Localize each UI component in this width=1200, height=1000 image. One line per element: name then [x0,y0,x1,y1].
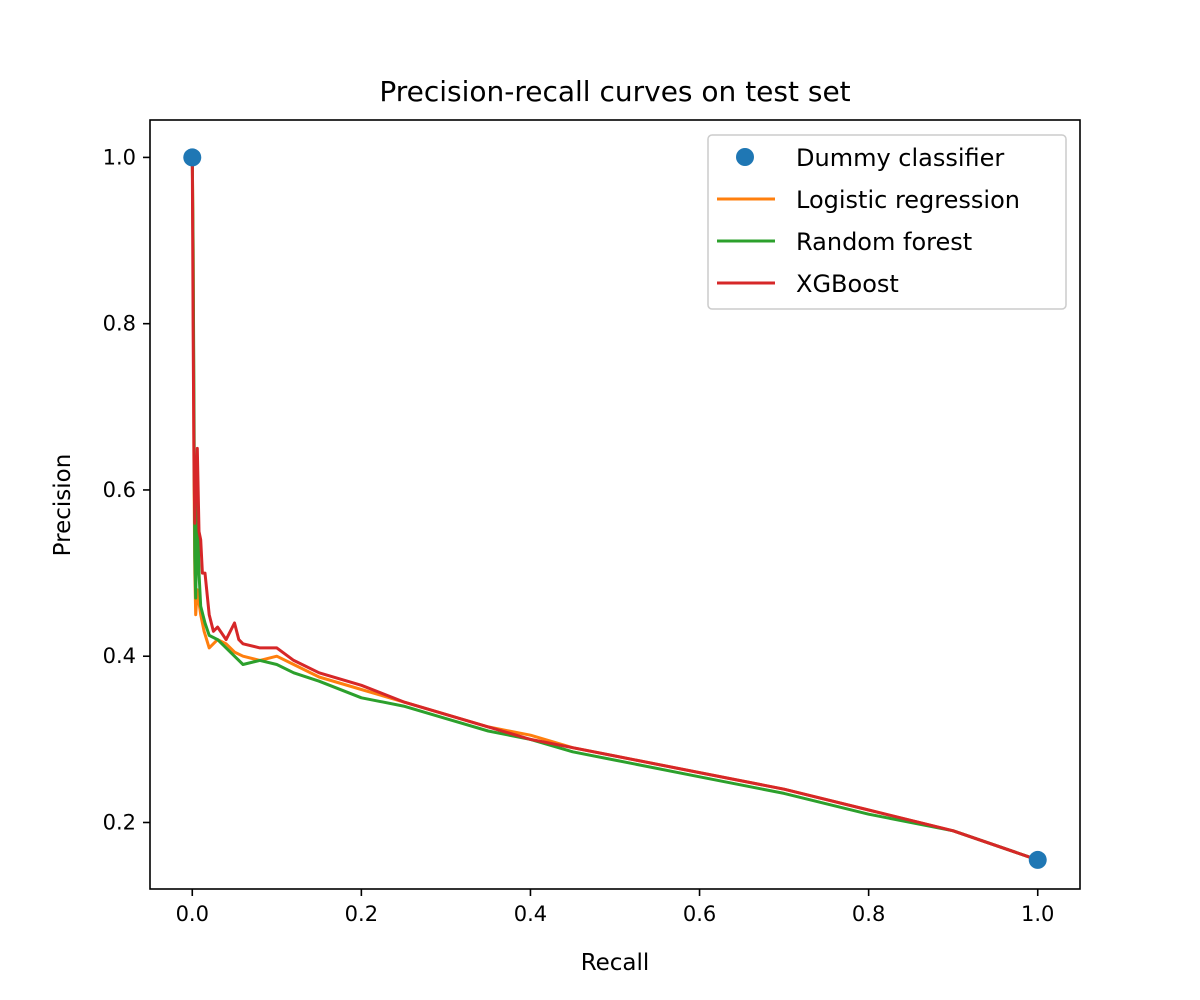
x-axis-label: Recall [581,950,650,976]
y-tick-label: 0.8 [103,312,136,336]
legend-label: Random forest [796,228,972,256]
series-layer [183,148,1047,869]
y-axis: 0.2 0.4 0.6 0.8 1.0 [103,145,150,834]
x-tick-label: 0.8 [852,902,885,926]
plot-frame [149,119,1081,890]
x-tick-label: 0.6 [683,902,716,926]
x-tick-label: 0.4 [514,902,547,926]
y-tick-label: 0.4 [103,644,136,668]
data-point-dummy-classifier [183,148,202,167]
legend-label: XGBoost [796,270,899,298]
legend: Dummy classifier Logistic regression Rando… [707,134,1067,310]
series-line-random-forest [190,157,1039,862]
y-tick-label: 1.0 [103,145,136,169]
data-point-dummy-classifier [1028,850,1047,869]
x-tick-label: 1.0 [1021,902,1054,926]
y-tick-label: 0.2 [103,810,136,834]
x-axis: 0.0 0.2 0.4 0.6 0.8 1.0 [176,889,1054,926]
legend-marker [736,148,754,166]
x-tick-label: 0.2 [345,902,378,926]
legend-label: Dummy classifier [796,144,1004,172]
legend-frame [707,134,1067,310]
chart-title: Precision-recall curves on test set [379,75,850,108]
y-tick-label: 0.6 [103,478,136,502]
legend-label: Logistic regression [796,186,1020,214]
series-line-xgboost [190,157,1039,862]
plot-area [149,119,1081,890]
y-axis-label: Precision [50,454,76,557]
x-tick-label: 0.0 [176,902,209,926]
